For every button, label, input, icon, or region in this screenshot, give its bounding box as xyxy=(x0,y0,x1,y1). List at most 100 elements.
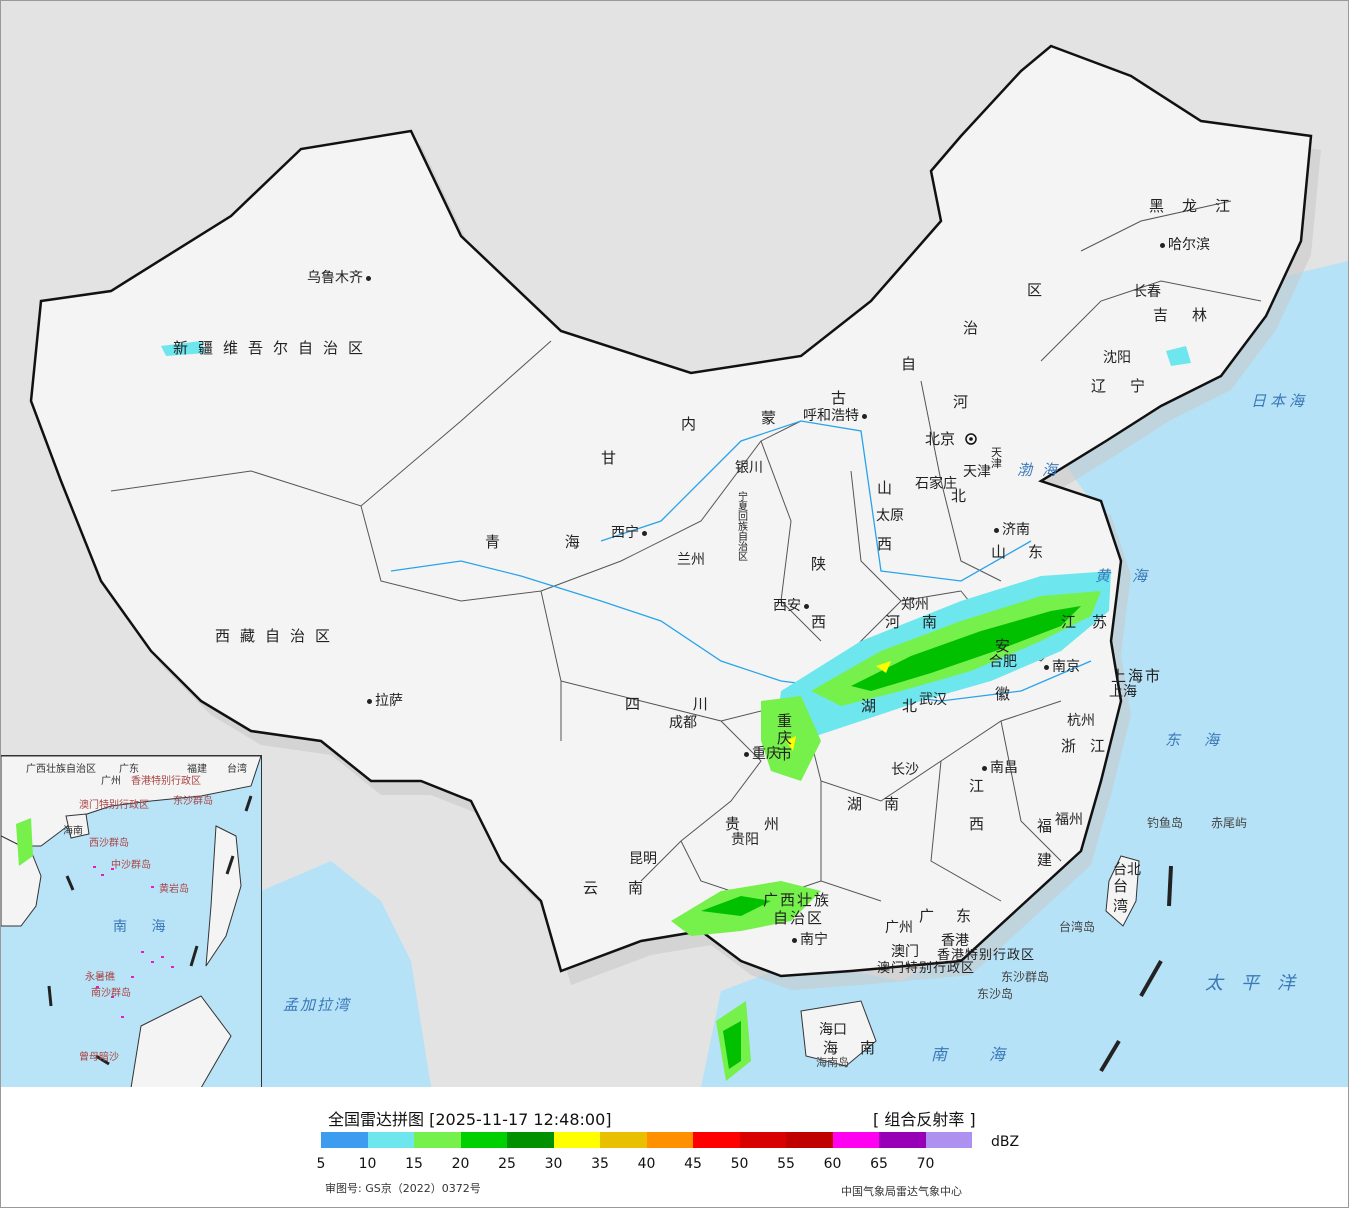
city-chengdu-label: 成都 xyxy=(669,715,697,731)
province-fujian-2: 建 xyxy=(1037,851,1063,869)
city-nanchang: 南昌 xyxy=(979,761,1018,775)
city-lanzhou: 兰州 xyxy=(677,553,705,567)
province-hunan: 湖南 xyxy=(847,795,922,813)
scale-swatch-5 xyxy=(553,1132,600,1148)
province-guangxi-2: 自治区 xyxy=(773,909,825,927)
city-zhengzhou: 郑州 xyxy=(901,598,929,612)
city-beijing-label: 北京 xyxy=(925,430,956,448)
legend-title: 全国雷达拼图 [2025-11-17 12:48:00] xyxy=(328,1110,612,1129)
province-jiangsu: 江苏 xyxy=(1061,613,1124,631)
city-yinchuan: 银川 xyxy=(735,461,763,475)
city-hefei-label: 合肥 xyxy=(989,654,1017,670)
echo-xinjiang xyxy=(161,341,206,356)
inset-taiwan: 台湾 xyxy=(227,764,247,775)
scale-swatch-4 xyxy=(507,1132,554,1148)
city-lhasa: 拉萨 xyxy=(364,694,403,708)
scale-swatch-0 xyxy=(321,1132,368,1148)
city-taipei: 台北 xyxy=(1113,863,1141,877)
scale-tick-45: 45 xyxy=(684,1156,702,1172)
city-shanghai-label: 上海 xyxy=(1109,684,1137,700)
echo-northeast xyxy=(1166,346,1191,366)
city-fuzhou: 福州 xyxy=(1055,813,1083,827)
province-shaanxi-1: 陕 xyxy=(811,555,837,573)
province-heilongjiang: 黑龙江 xyxy=(1149,197,1249,215)
dongsha-label: 东沙群岛 xyxy=(1001,970,1050,984)
province-shanxi-1: 山 xyxy=(877,479,903,497)
province-hainan: 海南 xyxy=(823,1039,898,1057)
city-fuzhou-label: 福州 xyxy=(1055,812,1083,828)
scale-tick-25: 25 xyxy=(498,1156,516,1172)
hainan-island-label: 海南岛 xyxy=(816,1056,849,1069)
city-guangzhou: 广州 xyxy=(885,921,913,935)
inset-dongsha: 东沙群岛 xyxy=(173,796,213,807)
scale-swatch-9 xyxy=(739,1132,786,1148)
scale-tick-40: 40 xyxy=(637,1156,656,1172)
inset-canvas xyxy=(1,756,261,1087)
legend-panel: 全国雷达拼图 [2025-11-17 12:48:00] [ 组合反射率 ] 5… xyxy=(1,1088,1348,1207)
city-xian: 西安 xyxy=(773,599,812,613)
province-gansu: 甘 xyxy=(601,449,627,467)
taiwan-island-label: 台湾岛 xyxy=(1059,920,1096,934)
province-liaoning: 辽宁 xyxy=(1091,377,1170,395)
city-guiyang-label: 贵阳 xyxy=(731,832,759,848)
inset-guangzhou: 广州 xyxy=(101,776,121,787)
city-hangzhou-label: 杭州 xyxy=(1067,713,1095,729)
inset-zhongsha: 中沙群岛 xyxy=(111,860,151,871)
agency-credit: 中国气象局雷达气象中心 xyxy=(841,1185,962,1198)
inset-islands xyxy=(93,866,174,1018)
bay-bengal-label: 孟加拉湾 xyxy=(283,996,352,1014)
rivers xyxy=(390,420,1092,702)
province-taiwan: 台湾 xyxy=(1113,877,1129,915)
city-beijing: 北京 xyxy=(925,432,955,447)
province-xizang: 西藏自治区 xyxy=(215,627,341,645)
province-guangdong: 广东 xyxy=(919,907,994,925)
province-hebei-2: 北 xyxy=(951,487,977,505)
south-china-sea-label: 南海 xyxy=(931,1045,1048,1064)
china-map: 新疆维吾尔自治区 西藏自治区 青 海 甘 内 蒙 古 自 治 区 黑龙江 吉林 … xyxy=(1,1,1348,1087)
city-changsha: 长沙 xyxy=(891,763,919,777)
scale-tick-5: 5 xyxy=(316,1156,326,1172)
province-shaanxi-2: 西 xyxy=(811,613,837,631)
scale-swatch-11 xyxy=(832,1132,879,1148)
province-hubei: 湖北 xyxy=(861,697,944,715)
scale-tick-30: 30 xyxy=(544,1156,563,1172)
echo-yellow-spot xyxy=(876,661,891,673)
province-guangxi-1: 广西壮族 xyxy=(763,891,832,909)
inset-philippines xyxy=(205,825,242,967)
city-nanchang-label: 南昌 xyxy=(990,760,1018,776)
province-hongkong: 香港特别行政区 xyxy=(937,948,1036,963)
province-henan: 河南 xyxy=(885,613,960,631)
province-anhui-1: 安 xyxy=(995,637,1021,655)
province-macau: 澳门特别行政区 xyxy=(877,961,976,976)
city-macau: 澳门 xyxy=(891,945,919,959)
province-yunnan: 云南 xyxy=(583,879,674,897)
bohai-label: 渤海 xyxy=(1017,461,1068,479)
city-dot xyxy=(1160,242,1165,248)
scale-tick-10: 10 xyxy=(358,1156,377,1172)
inset-hainan: 海南 xyxy=(63,826,83,837)
scale-swatch-1 xyxy=(367,1132,414,1148)
city-hefei: 合肥 xyxy=(989,655,1017,669)
echo-band-core xyxy=(851,606,1081,691)
city-yinchuan-label: 银川 xyxy=(735,460,763,476)
inset-nanhai: 南 海 xyxy=(113,919,176,935)
scale-tick-70: 70 xyxy=(916,1156,935,1172)
city-nanning-label: 南宁 xyxy=(800,932,828,948)
scale-swatch-2 xyxy=(414,1132,461,1148)
inset-nansha: 南沙群岛 xyxy=(91,988,131,999)
city-dot xyxy=(994,527,999,533)
city-wuhan-label: 武汉 xyxy=(919,692,947,708)
south-china-sea-inset: 广西壮族自治区 广东 福建 台湾 广州 香港特别行政区 澳门特别行政区 东沙群岛… xyxy=(1,755,262,1087)
city-kunming-label: 昆明 xyxy=(629,851,657,867)
inset-borneo xyxy=(130,995,232,1087)
city-hongkong-label: 香港 xyxy=(941,933,969,949)
sea-japan-label: 日本海 xyxy=(1251,392,1309,410)
radar-echoes xyxy=(161,341,1191,1081)
province-ningxia: 宁夏回族自治区 xyxy=(738,492,748,563)
scale-swatch-12 xyxy=(879,1132,926,1148)
province-shandong: 山东 xyxy=(991,543,1066,561)
capital-marker-dot xyxy=(969,437,973,441)
hainan-land xyxy=(800,1000,877,1067)
city-dot xyxy=(366,275,371,281)
city-taipei-label: 台北 xyxy=(1113,862,1141,878)
